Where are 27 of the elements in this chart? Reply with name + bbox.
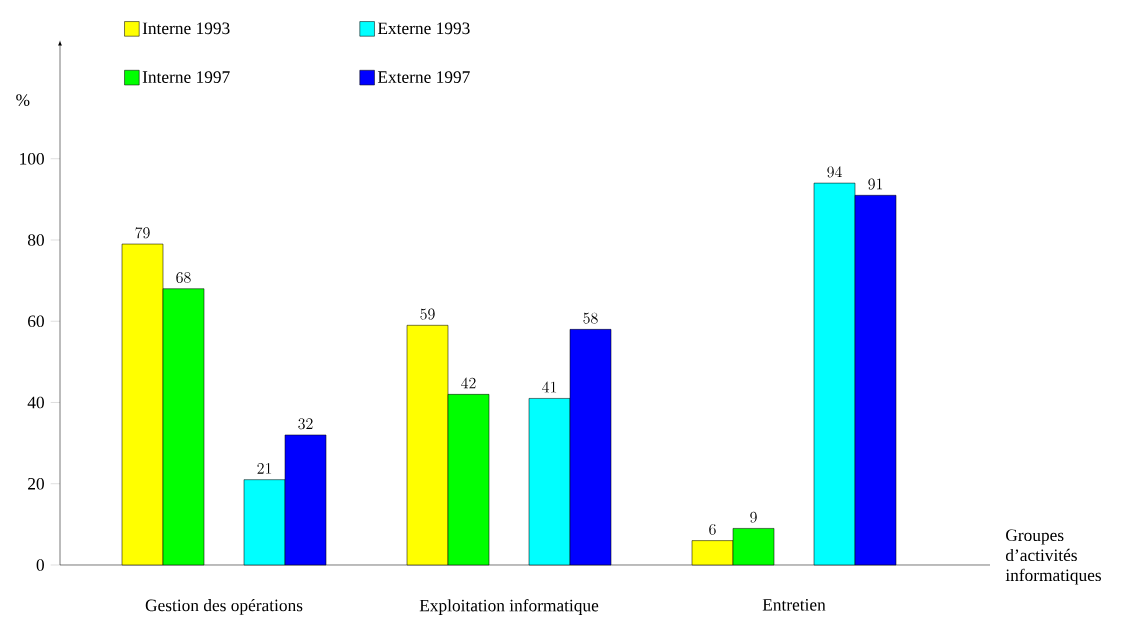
data-label: 59	[420, 308, 435, 320]
y-tick-label: 20	[28, 477, 44, 490]
data-label: 91	[868, 178, 883, 190]
y-tick-label: 0	[36, 559, 44, 571]
x-tick-label: Exploitation informatique	[419, 599, 599, 615]
x-tick-label: Entretien	[762, 599, 826, 611]
legend-label: Interne 1997	[142, 71, 230, 83]
legend-label: Externe 1993	[377, 22, 470, 35]
data-label: 21	[257, 462, 272, 474]
data-label: 79	[135, 227, 150, 239]
x-axis-title: Groupes d’activités informatiques	[1005, 529, 1102, 585]
y-tick-label: 100	[20, 152, 44, 165]
data-label: 6	[709, 523, 716, 535]
data-label: 41	[542, 381, 557, 393]
data-label: 58	[583, 312, 598, 324]
y-tick-label: 60	[28, 315, 44, 328]
data-label: 94	[827, 166, 842, 178]
y-axis-title: %	[16, 94, 30, 106]
legend-label: Interne 1993	[142, 22, 230, 35]
data-label: 32	[298, 418, 313, 430]
y-tick-label: 40	[27, 396, 44, 409]
data-label: 68	[176, 272, 191, 284]
data-label: 9	[750, 511, 757, 523]
x-tick-label: Gestion des opérations	[145, 599, 303, 615]
y-tick-label: 80	[27, 234, 44, 246]
data-label: 42	[461, 377, 476, 389]
legend-label: Externe 1997	[377, 71, 470, 83]
